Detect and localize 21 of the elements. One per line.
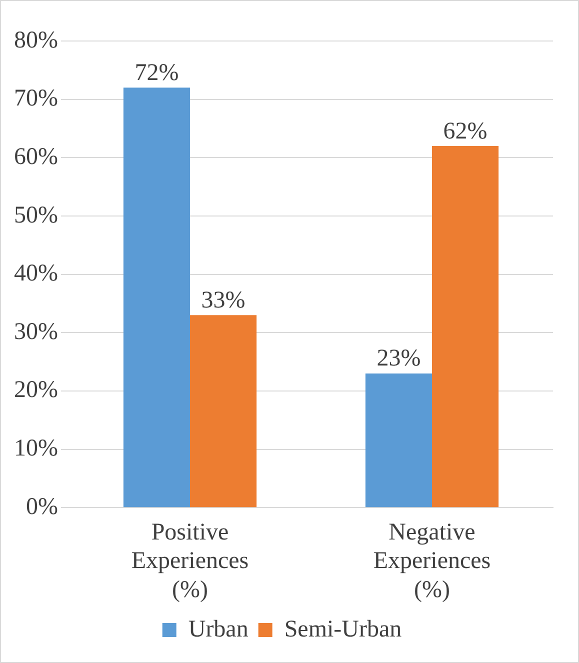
- bar: [123, 88, 190, 508]
- x-tick-label: Negative Experiences (%): [373, 519, 491, 603]
- y-tick-label: 60%: [14, 144, 58, 170]
- y-tick-label: 20%: [14, 377, 58, 404]
- y-tick-label: 30%: [14, 318, 58, 345]
- x-tick-label: Positive Experiences (%): [131, 519, 249, 603]
- y-tick-label: 70%: [14, 86, 58, 112]
- bar: [432, 146, 499, 508]
- legend-label: Urban: [188, 616, 248, 642]
- bar: [190, 315, 257, 508]
- y-tick-label: 80%: [14, 27, 58, 54]
- data-label: 23%: [376, 346, 421, 372]
- bar: [365, 373, 432, 508]
- y-tick-label: 50%: [14, 202, 58, 228]
- y-tick-label: 10%: [14, 436, 58, 462]
- y-tick-label: 0%: [26, 494, 58, 520]
- y-tick-label: 40%: [14, 260, 58, 287]
- data-label: 62%: [443, 118, 488, 144]
- data-label: 72%: [134, 60, 179, 86]
- data-label: 33%: [201, 287, 246, 314]
- legend-label: Semi-Urban: [284, 616, 402, 642]
